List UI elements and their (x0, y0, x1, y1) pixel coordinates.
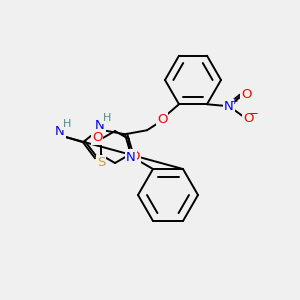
Text: O: O (241, 88, 251, 101)
Text: O: O (243, 112, 253, 125)
Text: O: O (157, 113, 167, 126)
Text: O: O (130, 150, 140, 163)
Text: N: N (95, 119, 105, 132)
Text: S: S (97, 156, 105, 169)
Text: H: H (103, 113, 111, 123)
Text: N: N (224, 100, 234, 113)
Text: O: O (92, 130, 102, 143)
Text: N: N (126, 151, 136, 164)
Text: H: H (63, 119, 71, 129)
Text: −: − (249, 107, 259, 120)
Text: +: + (230, 97, 238, 106)
Text: N: N (55, 125, 65, 138)
